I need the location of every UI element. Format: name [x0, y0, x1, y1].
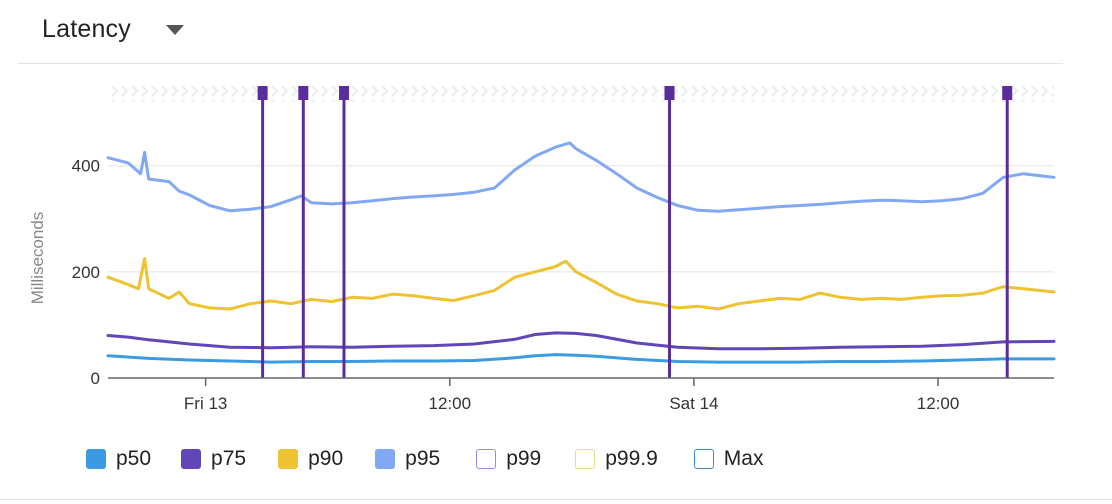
event-marker-flag[interactable] [257, 86, 268, 100]
legend-swatch [575, 449, 596, 469]
bottom-divider [0, 499, 1112, 500]
event-marker-flag[interactable] [1002, 86, 1013, 100]
legend-item-p95[interactable]: p95 [375, 447, 440, 471]
x-tick-label: Fri 13 [184, 394, 227, 413]
legend-item-Max[interactable]: Max [693, 447, 764, 471]
series-line-p95 [106, 141, 1056, 213]
series-line-p50 [106, 353, 1056, 364]
legend-swatch [375, 449, 396, 469]
legend-label: p90 [308, 447, 344, 470]
legend-item-p90[interactable]: p90 [278, 447, 343, 471]
legend-swatch [181, 449, 202, 469]
chart-title: Latency [42, 14, 131, 43]
legend-swatch [278, 449, 299, 469]
legend-label: p75 [211, 447, 247, 470]
chart-header: Latency [42, 12, 131, 46]
legend-item-p99[interactable]: p99 [476, 447, 541, 471]
latency-chart: 0 200 400 Fri 13 12:00 Sat 14 12:00 Millisecon… [28, 86, 1056, 413]
chart-legend: p50 p75 p90 p95 p99 p99.9 Max [86, 444, 763, 474]
x-tick-label: Sat 14 [669, 394, 718, 413]
legend-label: Max [723, 447, 764, 470]
y-tick-label: 400 [72, 157, 100, 176]
event-marker-flag[interactable] [664, 86, 675, 100]
legend-label: p50 [116, 447, 152, 470]
legend-item-p50[interactable]: p50 [86, 447, 151, 471]
header-divider [18, 63, 1063, 64]
x-tick-label: 12:00 [917, 394, 960, 413]
x-tick-label: 12:00 [429, 394, 472, 413]
legend-item-p75[interactable]: p75 [181, 447, 246, 471]
legend-swatch [476, 449, 497, 469]
legend-label: p99.9 [605, 447, 658, 470]
event-marker-flag[interactable] [338, 86, 349, 100]
y-tick-label: 200 [72, 263, 100, 282]
legend-swatch [86, 449, 106, 469]
y-tick-label: 0 [91, 369, 100, 388]
event-band [108, 86, 1054, 102]
series-line-p75 [106, 331, 1056, 351]
legend-label: p99 [506, 447, 542, 470]
series-line-p90 [106, 257, 1056, 311]
legend-item-p99.9[interactable]: p99.9 [575, 447, 658, 471]
y-axis-label: Milliseconds [28, 212, 47, 305]
legend-label: p95 [405, 447, 441, 470]
legend-swatch [693, 449, 714, 469]
caret-down-icon[interactable] [166, 25, 184, 35]
event-marker-flag[interactable] [298, 86, 309, 100]
